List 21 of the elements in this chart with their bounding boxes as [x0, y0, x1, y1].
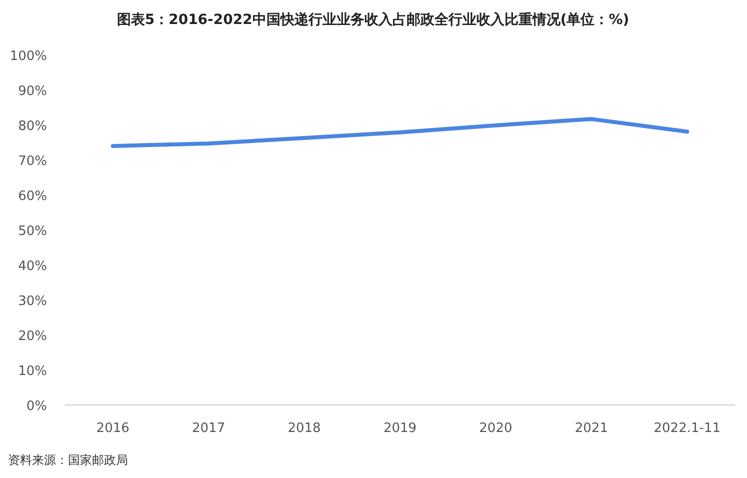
y-tick-label: 40%: [18, 259, 47, 274]
chart-title: 图表5：2016-2022中国快递行业业务收入占邮政全行业收入比重情况(单位：%): [116, 11, 630, 28]
y-tick-label: 30%: [18, 294, 47, 309]
y-tick-label: 70%: [18, 154, 47, 169]
x-tick-label: 2022.1-11: [654, 421, 721, 436]
y-tick-label: 100%: [10, 49, 47, 64]
y-tick-label: 90%: [18, 84, 47, 99]
x-tick-label: 2016: [96, 421, 130, 436]
x-tick-label: 2019: [383, 421, 417, 436]
y-tick-label: 50%: [18, 224, 47, 239]
line-series: [110, 117, 690, 148]
x-tick-label: 2017: [192, 421, 226, 436]
x-tick-label: 2020: [479, 421, 512, 436]
y-tick-label: 0%: [26, 399, 47, 414]
y-tick-label: 10%: [18, 364, 47, 379]
text: 资料来源：国家邮政局: [8, 453, 128, 467]
y-tick-label: 20%: [18, 329, 47, 344]
y-tick-label: 60%: [18, 189, 47, 204]
x-tick-label: 2018: [288, 421, 321, 436]
x-tick-label: 2021: [574, 421, 608, 436]
y-tick-label: 80%: [18, 119, 47, 134]
